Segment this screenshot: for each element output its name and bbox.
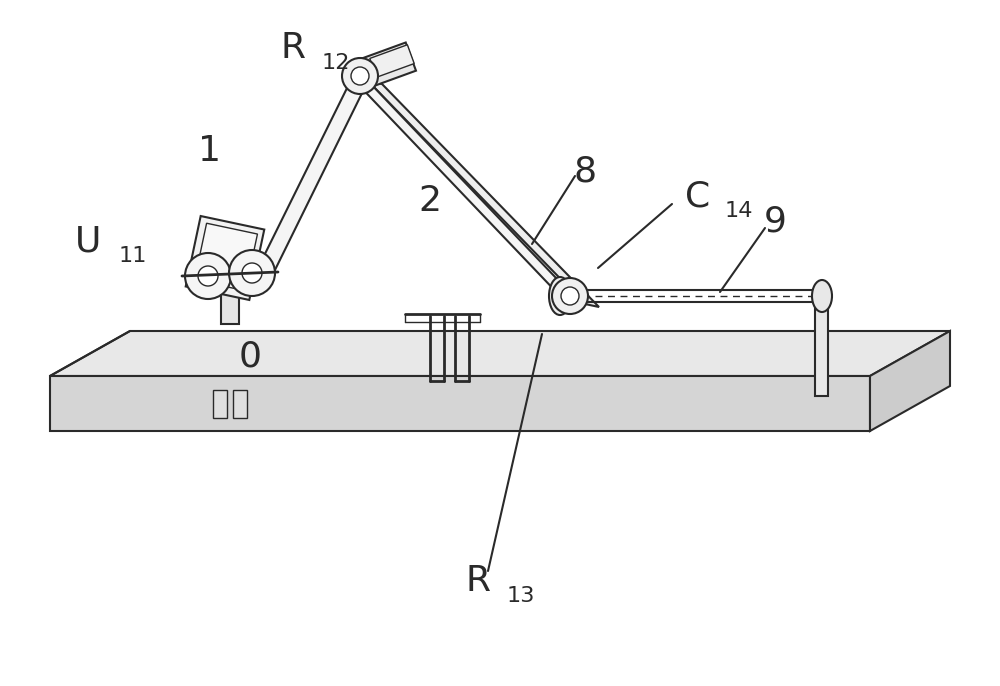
- Polygon shape: [186, 216, 264, 300]
- Ellipse shape: [812, 280, 832, 312]
- Text: 13: 13: [507, 586, 535, 606]
- Polygon shape: [255, 78, 368, 276]
- Circle shape: [229, 250, 275, 296]
- Polygon shape: [221, 289, 239, 324]
- Text: 8: 8: [573, 154, 597, 188]
- Text: R: R: [465, 564, 490, 598]
- Polygon shape: [815, 302, 828, 396]
- Polygon shape: [352, 78, 578, 301]
- Text: 14: 14: [725, 201, 754, 221]
- Polygon shape: [368, 81, 599, 307]
- Text: R: R: [280, 31, 305, 65]
- Circle shape: [185, 253, 231, 299]
- Polygon shape: [354, 43, 416, 89]
- Polygon shape: [50, 331, 950, 376]
- Polygon shape: [50, 376, 870, 431]
- Circle shape: [561, 287, 579, 305]
- Polygon shape: [195, 223, 257, 291]
- Circle shape: [552, 278, 588, 314]
- Circle shape: [351, 67, 369, 85]
- Text: 0: 0: [239, 339, 262, 373]
- Ellipse shape: [553, 283, 567, 309]
- Polygon shape: [370, 45, 414, 78]
- Circle shape: [342, 58, 378, 94]
- Circle shape: [242, 263, 262, 283]
- Text: 12: 12: [322, 53, 351, 73]
- Text: U: U: [75, 224, 101, 258]
- Text: 9: 9: [764, 204, 786, 238]
- Polygon shape: [870, 331, 950, 431]
- Text: 2: 2: [418, 184, 442, 218]
- Ellipse shape: [549, 277, 571, 315]
- Text: C: C: [685, 179, 710, 213]
- Polygon shape: [233, 390, 247, 418]
- Circle shape: [814, 291, 828, 305]
- Polygon shape: [213, 390, 227, 418]
- Circle shape: [198, 266, 218, 286]
- Text: 1: 1: [198, 134, 222, 168]
- Text: 11: 11: [119, 246, 148, 266]
